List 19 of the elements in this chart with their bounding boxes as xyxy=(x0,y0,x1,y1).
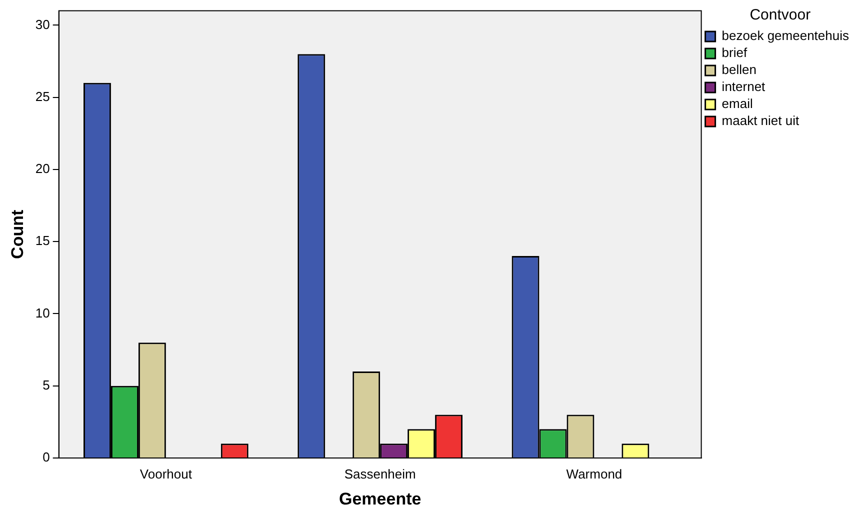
y-tick-label: 15 xyxy=(35,233,50,248)
legend-label: maakt niet uit xyxy=(722,113,800,128)
x-tick-label: Sassenheim xyxy=(344,466,416,482)
y-tick-label: 30 xyxy=(35,16,50,32)
y-axis-title: Count xyxy=(8,210,27,259)
x-tick-label: Voorhout xyxy=(140,466,192,482)
legend-title: Contvoor xyxy=(750,6,811,24)
legend-label: brief xyxy=(722,45,748,60)
y-tick-label: 10 xyxy=(35,305,50,320)
y-tick-label: 5 xyxy=(42,377,50,392)
y-tick-label: 20 xyxy=(35,161,50,176)
legend-label: internet xyxy=(722,79,766,94)
y-tick-label: 25 xyxy=(35,88,50,104)
y-tick-label: 0 xyxy=(42,450,50,465)
x-axis-title: Gemeente xyxy=(338,489,422,508)
legend-label: email xyxy=(722,96,753,112)
legend-label: bellen xyxy=(722,62,756,78)
legend-label: bezoek gemeentehuis xyxy=(722,28,850,44)
x-tick-label: Warmond xyxy=(566,466,622,482)
